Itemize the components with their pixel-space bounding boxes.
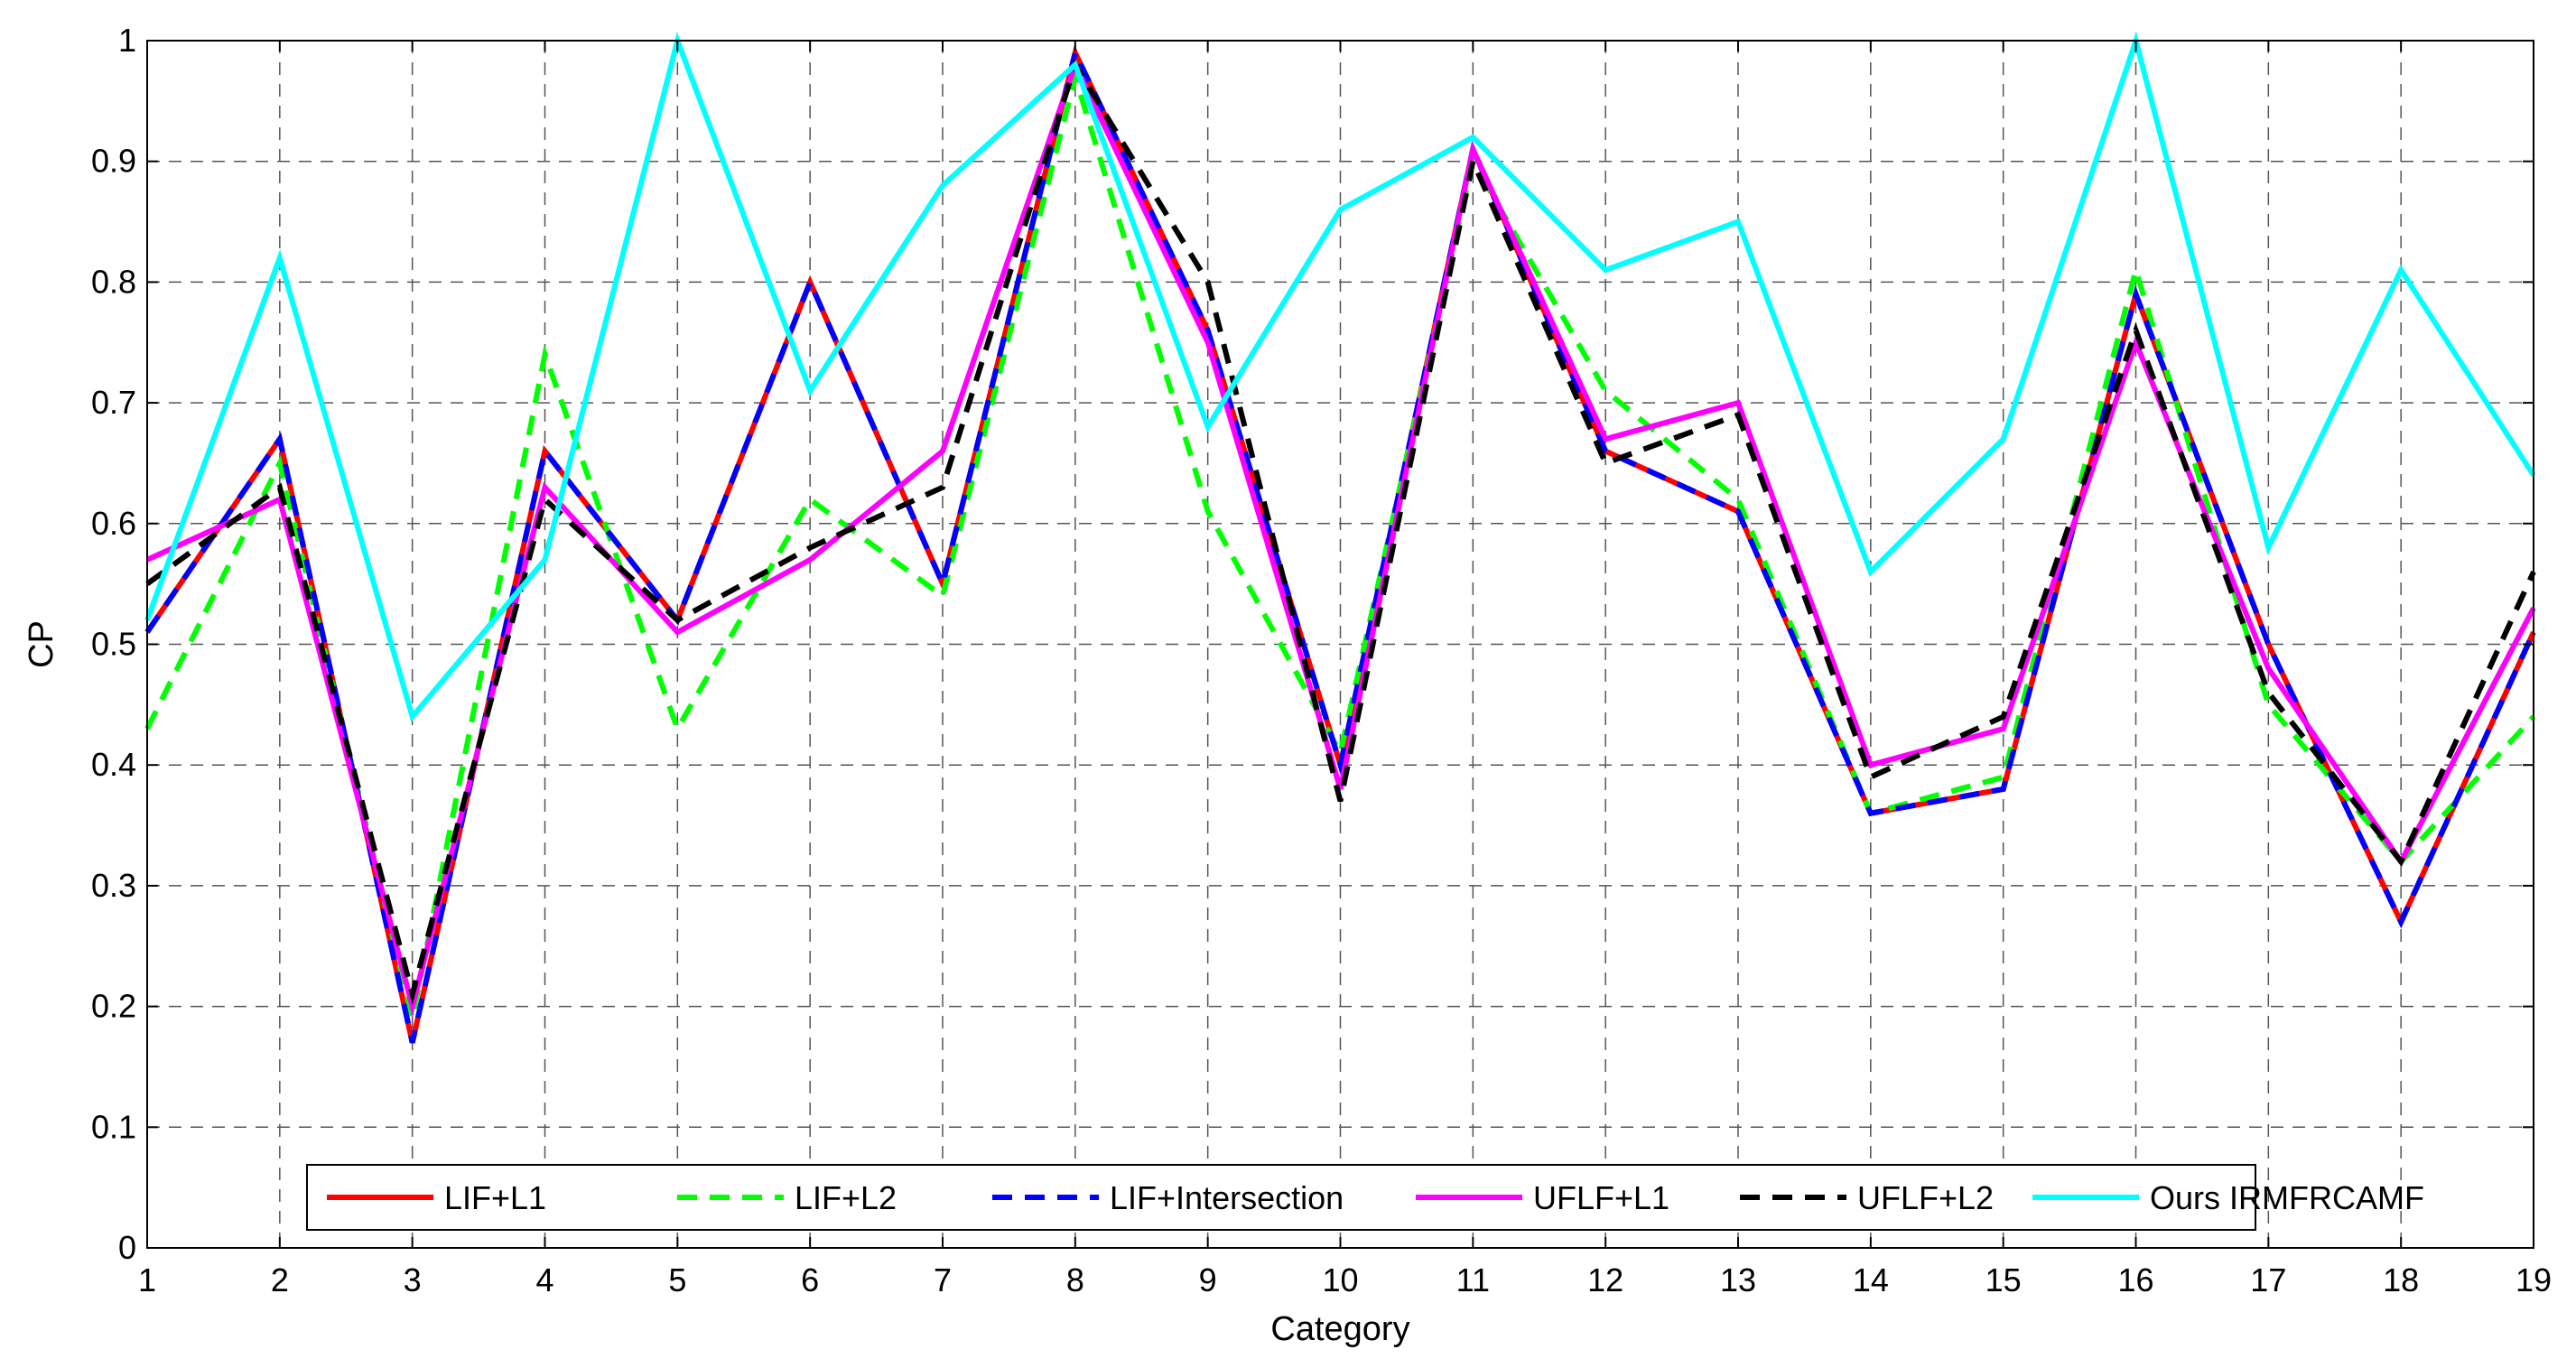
y-tick-label: 0 bbox=[118, 1229, 136, 1266]
y-tick-label: 0.5 bbox=[91, 626, 136, 663]
y-tick-label: 0.8 bbox=[91, 263, 136, 300]
x-tick-label: 1 bbox=[138, 1261, 156, 1298]
legend-label: UFLF+L2 bbox=[1857, 1179, 1994, 1216]
x-tick-label: 13 bbox=[1720, 1261, 1756, 1298]
legend-box bbox=[306, 1164, 2256, 1231]
legend-label: Ours IRMFRCAMF bbox=[2150, 1179, 2424, 1216]
legend-label: LIF+Intersection bbox=[1110, 1179, 1344, 1216]
y-tick-label: 0.7 bbox=[91, 384, 136, 421]
y-tick-label: 0.9 bbox=[91, 143, 136, 180]
y-tick-label: 0.3 bbox=[91, 867, 136, 904]
legend-label: LIF+L2 bbox=[795, 1179, 897, 1216]
x-tick-label: 19 bbox=[2516, 1261, 2552, 1298]
x-tick-label: 8 bbox=[1066, 1261, 1084, 1298]
x-axis-title: Category bbox=[1270, 1310, 1409, 1348]
y-tick-label: 0.2 bbox=[91, 988, 136, 1025]
x-tick-label: 14 bbox=[1853, 1261, 1889, 1298]
legend: LIF+L1 LIF+L2 LIF+Intersection UFLF+L1 UFLF+… bbox=[306, 1164, 2424, 1231]
x-tick-label: 3 bbox=[404, 1261, 422, 1298]
x-tick-label: 7 bbox=[934, 1261, 952, 1298]
series-line-uflf-l1 bbox=[145, 57, 2536, 1018]
x-tick-label: 4 bbox=[535, 1261, 553, 1298]
x-tick-label: 16 bbox=[2117, 1261, 2153, 1298]
y-tick-label: 0.4 bbox=[91, 746, 136, 783]
series-line-lif-l2 bbox=[144, 66, 2536, 1019]
y-axis-title: CP bbox=[23, 620, 60, 668]
x-tick-label: 5 bbox=[668, 1261, 686, 1298]
y-tick-label: 0.1 bbox=[91, 1108, 136, 1145]
legend-label: UFLF+L1 bbox=[1533, 1179, 1669, 1216]
legend-label: LIF+L1 bbox=[444, 1179, 546, 1216]
x-tick-label: 11 bbox=[1456, 1261, 1490, 1298]
x-tick-label: 12 bbox=[1587, 1261, 1623, 1298]
axis-ticks: 1 2 3 4 5 6 7 8 9 10 11 12 13 14 15 16 17 18 1900.10.20.30… bbox=[91, 22, 2552, 1298]
x-tick-label: 9 bbox=[1199, 1261, 1217, 1298]
x-tick-label: 17 bbox=[2250, 1261, 2286, 1298]
x-tick-label: 6 bbox=[801, 1261, 819, 1298]
series-line-uflf-l2 bbox=[145, 58, 2536, 1005]
x-tick-label: 15 bbox=[1985, 1261, 2022, 1298]
x-tick-label: 10 bbox=[1322, 1261, 1358, 1298]
x-tick-label: 18 bbox=[2383, 1261, 2419, 1298]
series-line-lif-intersection bbox=[144, 44, 2536, 1044]
y-tick-label: 0.6 bbox=[91, 505, 136, 542]
x-tick-label: 2 bbox=[271, 1261, 289, 1298]
y-tick-label: 1 bbox=[118, 22, 136, 59]
